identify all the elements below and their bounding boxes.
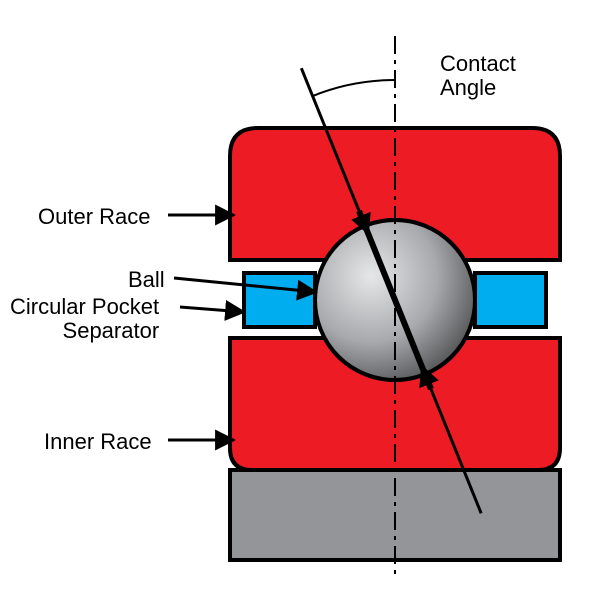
- label-contact-angle-line1: Contact: [440, 51, 516, 76]
- label-contact-angle: Contact Angle: [440, 52, 516, 100]
- label-inner-race: Inner Race: [44, 430, 152, 454]
- arrow-separator: [180, 307, 244, 312]
- label-ball: Ball: [128, 268, 165, 292]
- label-separator: Circular Pocket Separator: [10, 295, 159, 343]
- separator-right: [475, 273, 546, 327]
- label-separator-line1: Circular Pocket: [10, 294, 159, 319]
- contact-angle-arc: [313, 80, 395, 96]
- label-outer-race: Outer Race: [38, 205, 151, 229]
- separator-left: [244, 273, 315, 327]
- label-separator-line2: Separator: [63, 318, 160, 343]
- label-contact-angle-line2: Angle: [440, 75, 496, 100]
